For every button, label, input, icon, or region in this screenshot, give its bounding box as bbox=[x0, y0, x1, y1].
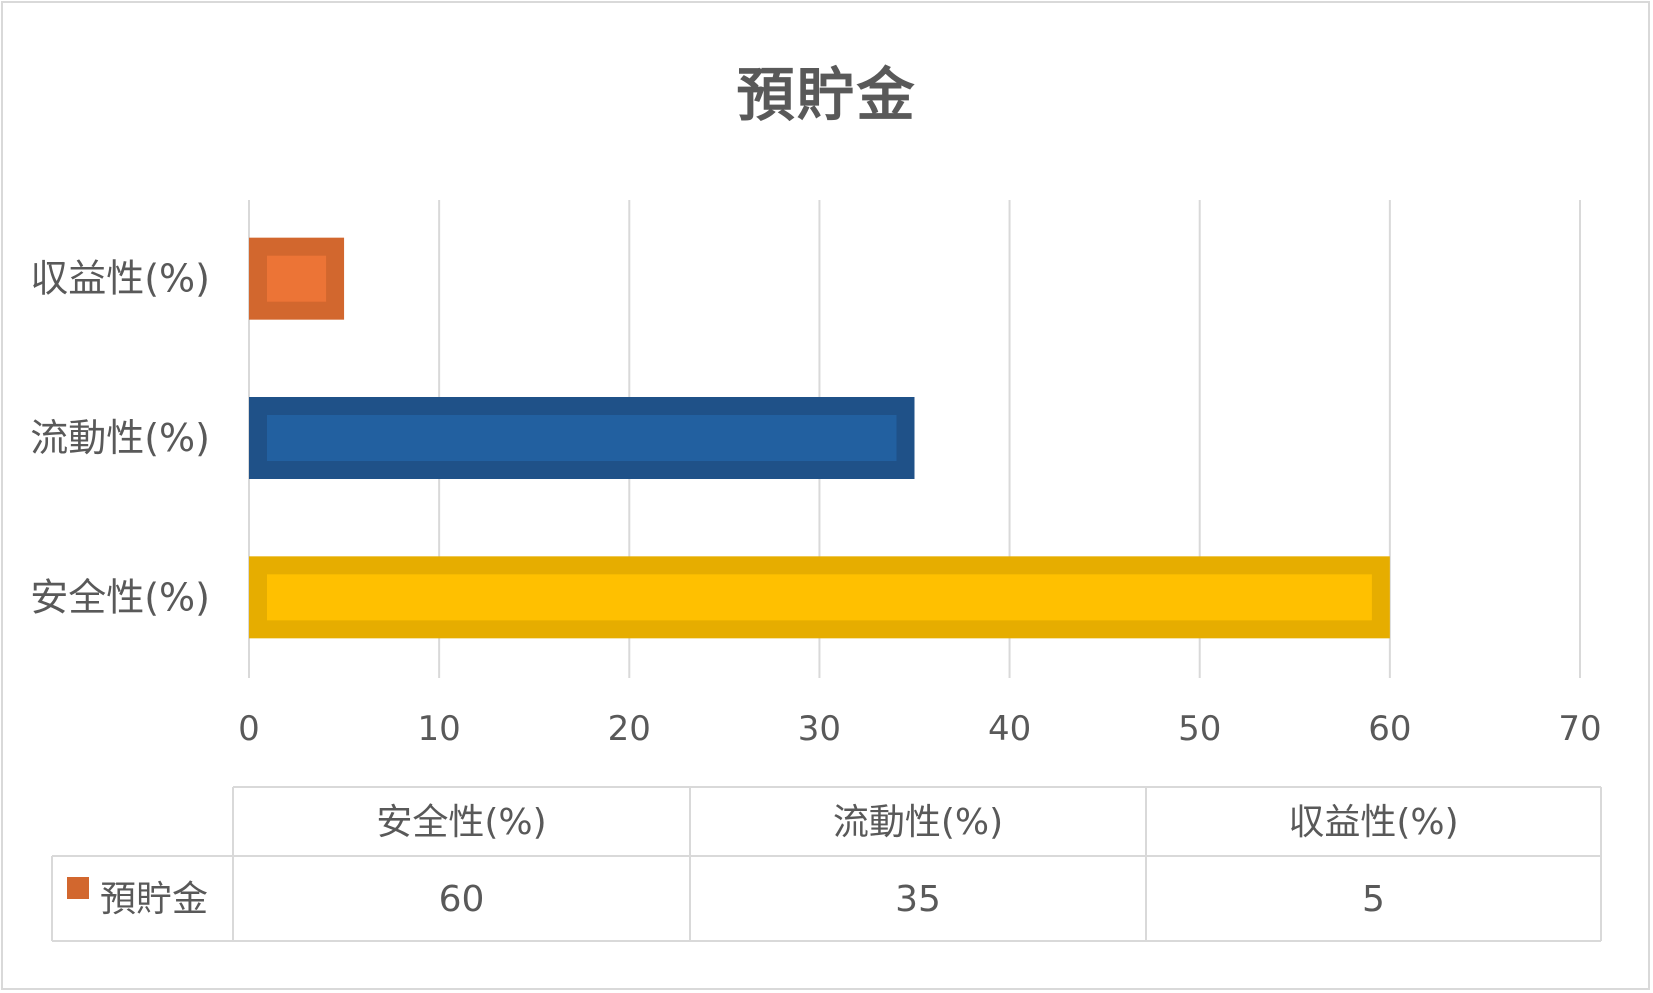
category-labels: 安全性(%) 流動性(%) 収益性(%) bbox=[30, 257, 210, 620]
x-tick-label-10: 10 bbox=[418, 709, 461, 749]
bar-1 bbox=[249, 556, 1390, 639]
legend-swatch bbox=[67, 877, 89, 899]
x-tick-label-50: 50 bbox=[1178, 709, 1221, 749]
table-row-label: 預貯金 bbox=[100, 879, 208, 920]
x-tick-label-40: 40 bbox=[988, 709, 1031, 749]
table-header-3: 収益性(%) bbox=[1288, 802, 1458, 843]
bar-fill bbox=[267, 255, 327, 302]
bar-2 bbox=[249, 397, 915, 479]
category-label-2: 流動性(%) bbox=[30, 416, 210, 460]
bar-3 bbox=[249, 237, 345, 320]
table-value-2: 35 bbox=[895, 879, 941, 920]
table-value-3: 5 bbox=[1362, 879, 1385, 920]
bar-fill bbox=[267, 574, 1372, 621]
category-label-1: 安全性(%) bbox=[30, 575, 210, 619]
x-tick-label-0: 0 bbox=[238, 709, 260, 749]
x-tick-label-70: 70 bbox=[1558, 709, 1601, 749]
x-tick-label-20: 20 bbox=[608, 709, 651, 749]
x-axis-ticks: 0 10 20 30 40 50 60 70 bbox=[238, 709, 1601, 749]
data-table: 安全性(%) 流動性(%) 収益性(%) 60 35 5 預貯金 bbox=[51, 786, 1602, 942]
table-header-2: 流動性(%) bbox=[833, 802, 1003, 843]
table-value-1: 60 bbox=[439, 879, 485, 920]
x-tick-label-30: 30 bbox=[798, 709, 841, 749]
bar-fill bbox=[267, 415, 897, 461]
bars bbox=[249, 237, 1390, 639]
category-label-3: 収益性(%) bbox=[30, 257, 210, 301]
table-header-1: 安全性(%) bbox=[376, 802, 546, 843]
chart-title: 預貯金 bbox=[736, 61, 917, 129]
x-tick-label-60: 60 bbox=[1368, 709, 1411, 749]
